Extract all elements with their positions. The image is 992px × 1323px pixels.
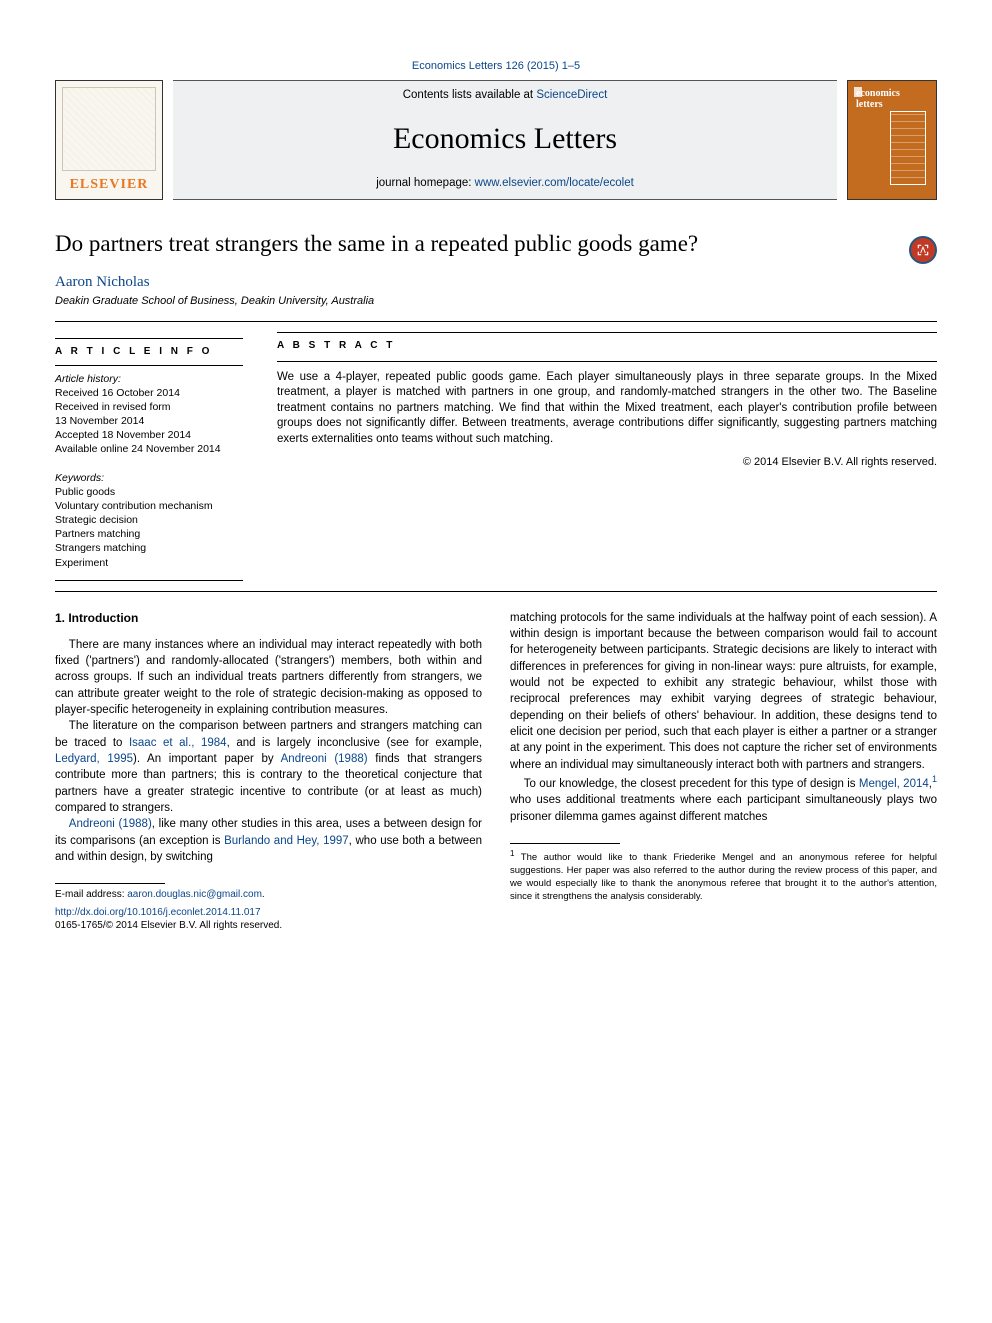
doi-link[interactable]: http://dx.doi.org/10.1016/j.econlet.2014… [55, 907, 261, 918]
footnote-block-left: E-mail address: aaron.douglas.nic@gmail.… [55, 888, 482, 933]
t: , and is largely inconclusive (see for e… [227, 737, 482, 749]
ref-link-andreoni1[interactable]: Andreoni (1988) [281, 753, 368, 765]
journal-title-large: Economics Letters [393, 122, 617, 156]
title-row: Do partners treat strangers the same in … [55, 230, 937, 264]
keyword-item: Strategic decision [55, 513, 243, 527]
intro-p3: Andreoni (1988), like many other studies… [55, 816, 482, 865]
email-link[interactable]: aaron.douglas.nic@gmail.com [127, 889, 262, 900]
history-online: Available online 24 November 2014 [55, 442, 243, 456]
keyword-item: Voluntary contribution mechanism [55, 499, 243, 513]
footnote-marker: 1 [510, 849, 514, 858]
footnote-ref-1[interactable]: 1 [932, 774, 937, 784]
sciencedirect-link[interactable]: ScienceDirect [536, 89, 607, 101]
intro-p1: There are many instances where an indivi… [55, 637, 482, 719]
journal-cover-thumbnail[interactable]: economics letters [847, 80, 937, 200]
t: who uses additional treatments where eac… [510, 794, 937, 822]
cover-title-l1: economics [856, 88, 900, 99]
footnote-1: 1 The author would like to thank Frieder… [510, 848, 937, 904]
abstract-block: A B S T R A C T We use a 4-player, repea… [277, 332, 937, 570]
elsevier-tree-icon [62, 87, 156, 171]
elsevier-logo[interactable]: ELSEVIER [55, 80, 163, 200]
body-two-columns: 1. Introduction There are many instances… [55, 610, 937, 933]
keyword-item: Partners matching [55, 527, 243, 541]
crossmark-icon [916, 243, 930, 257]
keywords-heading: Keywords: [55, 471, 243, 485]
contents-lists-line: Contents lists available at ScienceDirec… [403, 89, 608, 101]
cover-title: economics letters [856, 89, 928, 110]
col2-p1: matching protocols for the same individu… [510, 610, 937, 773]
paper-title: Do partners treat strangers the same in … [55, 230, 698, 258]
elsevier-wordmark: ELSEVIER [70, 177, 149, 199]
ref-link-burlando-hey[interactable]: Burlando and Hey, 1997 [224, 835, 349, 847]
masthead-center: Contents lists available at ScienceDirec… [173, 80, 837, 200]
journal-masthead: ELSEVIER Contents lists available at Sci… [55, 80, 937, 200]
intro-heading: 1. Introduction [55, 610, 482, 627]
ref-link-ledyard[interactable]: Ledyard, 1995 [55, 753, 133, 765]
email-label: E-mail address: [55, 889, 127, 900]
issn-copyright: 0165-1765/© 2014 Elsevier B.V. All right… [55, 919, 482, 933]
homepage-link[interactable]: www.elsevier.com/locate/ecolet [475, 177, 634, 189]
history-revised-label: Received in revised form [55, 400, 243, 414]
running-head-citation[interactable]: Economics Letters 126 (2015) 1–5 [55, 60, 937, 72]
history-accepted: Accepted 18 November 2014 [55, 428, 243, 442]
cover-barcode-icon [854, 87, 862, 97]
ref-link-andreoni2[interactable]: Andreoni (1988) [69, 818, 152, 830]
footnote-text: The author would like to thank Friederik… [510, 852, 937, 902]
keyword-item: Strangers matching [55, 541, 243, 555]
homepage-line: journal homepage: www.elsevier.com/locat… [376, 177, 634, 189]
abstract-heading: A B S T R A C T [277, 339, 937, 353]
abstract-rights: © 2014 Elsevier B.V. All rights reserved… [277, 455, 937, 470]
article-info-block: A R T I C L E I N F O Article history: R… [55, 332, 243, 570]
cover-title-l2: letters [856, 99, 883, 110]
lists-prefix: Contents lists available at [403, 89, 537, 101]
cover-toc-icon [890, 111, 926, 185]
keyword-item: Experiment [55, 556, 243, 570]
intro-p2: The literature on the comparison between… [55, 718, 482, 816]
crossmark-button[interactable] [909, 236, 937, 264]
corresponding-email: E-mail address: aaron.douglas.nic@gmail.… [55, 888, 482, 902]
column-left: 1. Introduction There are many instances… [55, 610, 482, 933]
history-revised-date: 13 November 2014 [55, 414, 243, 428]
column-right: matching protocols for the same individu… [510, 610, 937, 933]
col2-p2: To our knowledge, the closest precedent … [510, 773, 937, 825]
homepage-prefix: journal homepage: [376, 177, 474, 189]
ref-link-isaac[interactable]: Isaac et al., 1984 [129, 737, 227, 749]
info-abstract-row: A R T I C L E I N F O Article history: R… [55, 332, 937, 570]
divider [55, 321, 937, 322]
divider [55, 591, 937, 592]
history-received: Received 16 October 2014 [55, 386, 243, 400]
info-bottom-divider [55, 580, 243, 581]
history-label: Article history: [55, 372, 243, 386]
footnote-divider [510, 843, 620, 844]
author-name[interactable]: Aaron Nicholas [55, 274, 937, 291]
t: ). An important paper by [133, 753, 281, 765]
footnote-divider [55, 883, 165, 884]
ref-link-mengel[interactable]: Mengel, 2014 [859, 778, 929, 790]
keyword-item: Public goods [55, 485, 243, 499]
author-affiliation: Deakin Graduate School of Business, Deak… [55, 295, 937, 307]
abstract-text: We use a 4-player, repeated public goods… [277, 370, 937, 448]
article-info-heading: A R T I C L E I N F O [55, 345, 243, 359]
t: To our knowledge, the closest precedent … [524, 778, 859, 790]
